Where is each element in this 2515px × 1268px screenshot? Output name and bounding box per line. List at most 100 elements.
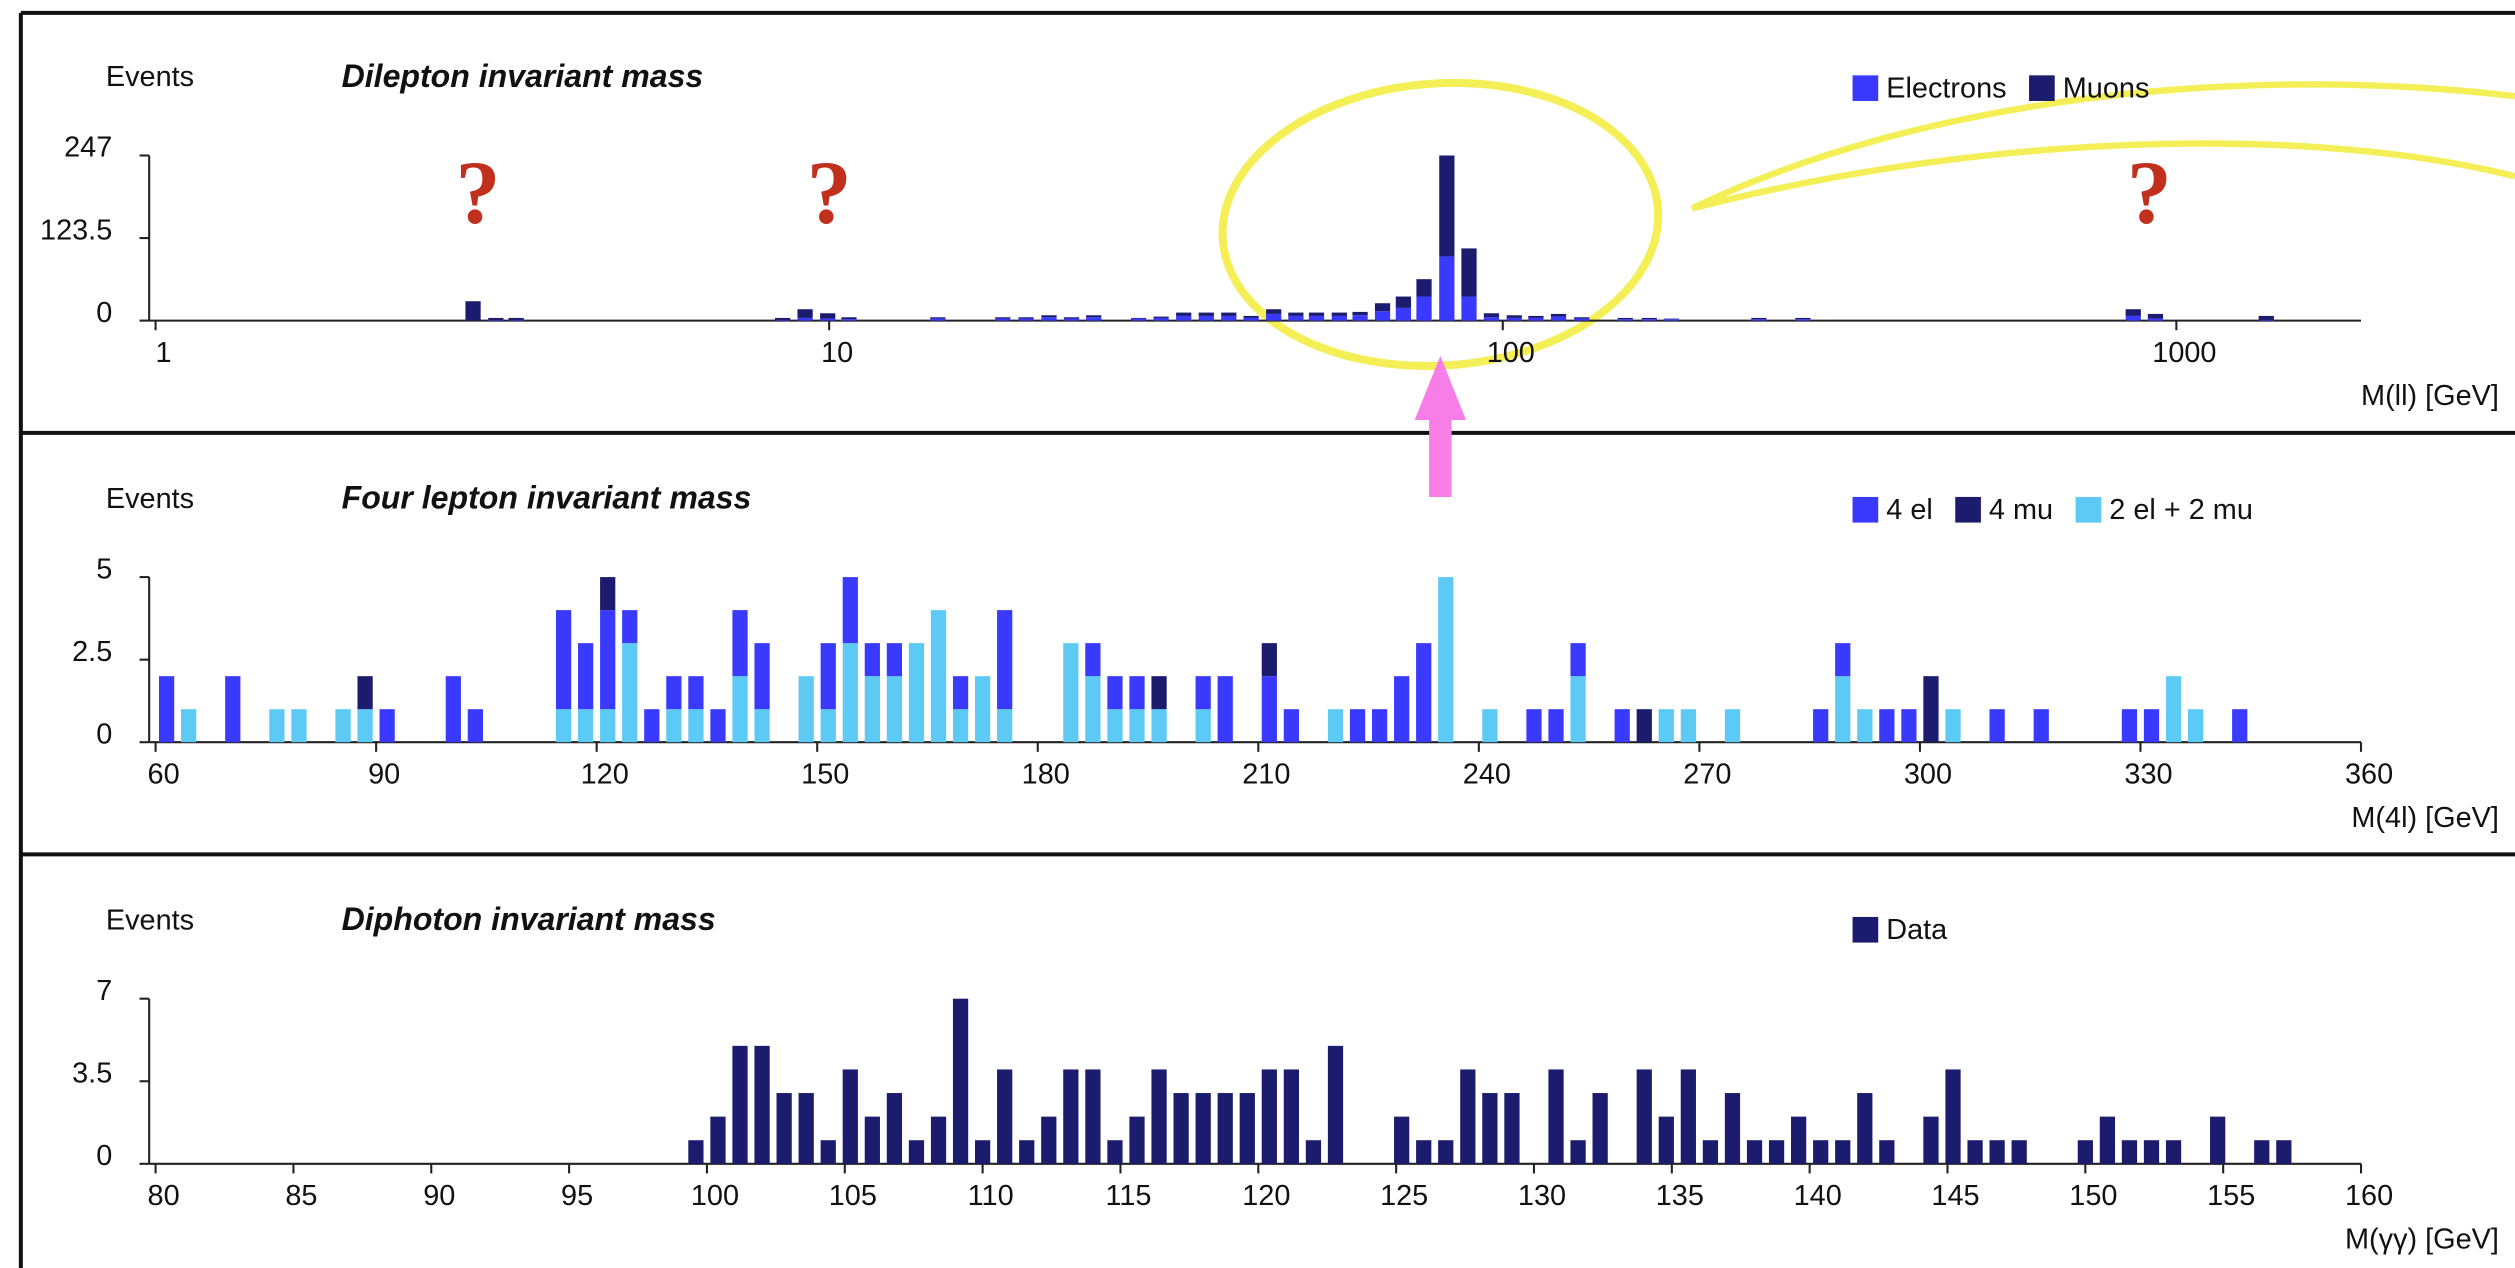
bar-segment bbox=[465, 301, 480, 320]
bar-segment bbox=[556, 610, 571, 709]
bar-segment bbox=[666, 676, 681, 709]
bar-segment bbox=[1438, 1140, 1453, 1164]
plots: EventsDilepton invariant massM(ll) [GeV]… bbox=[40, 58, 2499, 1255]
bar-segment bbox=[1284, 1069, 1299, 1163]
bar-segment bbox=[1574, 317, 1589, 318]
bar-segment bbox=[820, 319, 835, 321]
bar-segment bbox=[488, 320, 503, 321]
bar-segment bbox=[1857, 1093, 1872, 1164]
bar-segment bbox=[1221, 313, 1236, 316]
bar-segment bbox=[1151, 709, 1166, 742]
bar-segment bbox=[1637, 709, 1652, 742]
bar-segment bbox=[688, 1140, 703, 1164]
bar-segment bbox=[1107, 1140, 1122, 1164]
bar-segment bbox=[1923, 676, 1938, 742]
bar-segment bbox=[2126, 309, 2141, 316]
bar-segment bbox=[1350, 709, 1365, 742]
bar-segment bbox=[2144, 709, 2159, 742]
bar-segment bbox=[995, 319, 1010, 321]
bar-segment bbox=[600, 709, 615, 742]
bar-segment bbox=[1243, 318, 1258, 321]
bar-segment bbox=[2078, 1140, 2093, 1164]
y-tick-label: 2.5 bbox=[72, 636, 112, 668]
bar-segment bbox=[2034, 709, 2049, 742]
bar-segment bbox=[1199, 313, 1214, 316]
bar-segment bbox=[291, 709, 306, 742]
x-tick-label: 90 bbox=[423, 1180, 455, 1212]
x-tick-label: 145 bbox=[1931, 1180, 1979, 1212]
bar-segment bbox=[1990, 709, 2005, 742]
bar-segment bbox=[1196, 676, 1211, 709]
chart-title: Diphoton invariant mass bbox=[342, 901, 716, 937]
bar-segment bbox=[1196, 1093, 1211, 1164]
annotation: ? bbox=[807, 144, 852, 243]
bar-segment bbox=[732, 1046, 747, 1164]
legend-swatch bbox=[1853, 497, 1879, 523]
y-axis-label: Events bbox=[106, 904, 194, 936]
bar-segment bbox=[841, 317, 856, 319]
legend-swatch bbox=[1955, 497, 1981, 523]
y-tick-label: 5 bbox=[96, 553, 112, 585]
y-tick-label: 123.5 bbox=[40, 214, 112, 246]
bar-segment bbox=[1637, 1069, 1652, 1163]
bar-segment bbox=[887, 1093, 902, 1164]
bar-segment bbox=[2276, 1140, 2291, 1164]
x-tick-label: 300 bbox=[1904, 758, 1952, 790]
y-tick-label: 247 bbox=[64, 132, 112, 164]
bar-segment bbox=[1041, 317, 1056, 320]
bar-segment bbox=[1747, 1140, 1762, 1164]
bar-segment bbox=[1306, 1140, 1321, 1164]
bar-segment bbox=[953, 676, 968, 709]
bar-segment bbox=[2100, 1117, 2115, 1164]
x-tick-label: 360 bbox=[2345, 758, 2393, 790]
bar-segment bbox=[1243, 316, 1258, 318]
bar-segment bbox=[1240, 1093, 1255, 1164]
bar-segment bbox=[1439, 256, 1454, 320]
bar-segment bbox=[1551, 317, 1566, 321]
x-tick-label: 105 bbox=[829, 1180, 877, 1212]
x-tick-label: 155 bbox=[2207, 1180, 2255, 1212]
bar-segment bbox=[1528, 318, 1543, 321]
bar-segment bbox=[1019, 1140, 1034, 1164]
bar-segment bbox=[446, 676, 461, 742]
legend-label: 4 el bbox=[1886, 494, 1933, 526]
y-tick-label: 0 bbox=[96, 718, 112, 750]
bar-segment bbox=[1642, 318, 1657, 319]
bar-segment bbox=[1570, 676, 1585, 742]
bar-segment bbox=[1199, 316, 1214, 321]
bar-segment bbox=[1262, 1069, 1277, 1163]
bar-segment bbox=[1526, 709, 1541, 742]
bar-segment bbox=[578, 709, 593, 742]
x-tick-label: 1 bbox=[156, 337, 172, 369]
x-tick-label: 100 bbox=[691, 1180, 739, 1212]
bar-segment bbox=[799, 1093, 814, 1164]
bar-segment bbox=[975, 1140, 990, 1164]
bar-segment bbox=[357, 709, 372, 742]
bar-segment bbox=[1107, 676, 1122, 709]
bar-segment bbox=[2254, 1140, 2269, 1164]
x-tick-label: 120 bbox=[1242, 1180, 1290, 1212]
bar-segment bbox=[1570, 643, 1585, 676]
bar-segment bbox=[821, 709, 836, 742]
x-tick-label: 180 bbox=[1022, 758, 1070, 790]
bar-segment bbox=[821, 1140, 836, 1164]
bar-segment bbox=[1085, 676, 1100, 742]
bar-segment bbox=[1284, 709, 1299, 742]
bar-segment bbox=[887, 676, 902, 742]
bar-segment bbox=[1461, 248, 1476, 296]
bar-segment bbox=[1086, 315, 1101, 317]
pink-arrow bbox=[1415, 356, 1466, 497]
bar-segment bbox=[509, 318, 524, 320]
bar-segment bbox=[1751, 319, 1766, 320]
bar-segment bbox=[775, 318, 790, 320]
bar-segment bbox=[1288, 313, 1303, 316]
x-tick-label: 95 bbox=[561, 1180, 593, 1212]
bar-segment bbox=[1309, 316, 1324, 321]
bar-segment bbox=[909, 1140, 924, 1164]
bar-segment bbox=[1129, 676, 1144, 709]
bar-segment bbox=[2122, 709, 2137, 742]
bar-segment bbox=[930, 317, 945, 318]
legend-label: Data bbox=[1886, 914, 1948, 946]
bar-segment bbox=[1751, 318, 1766, 319]
bar-segment bbox=[1725, 1093, 1740, 1164]
